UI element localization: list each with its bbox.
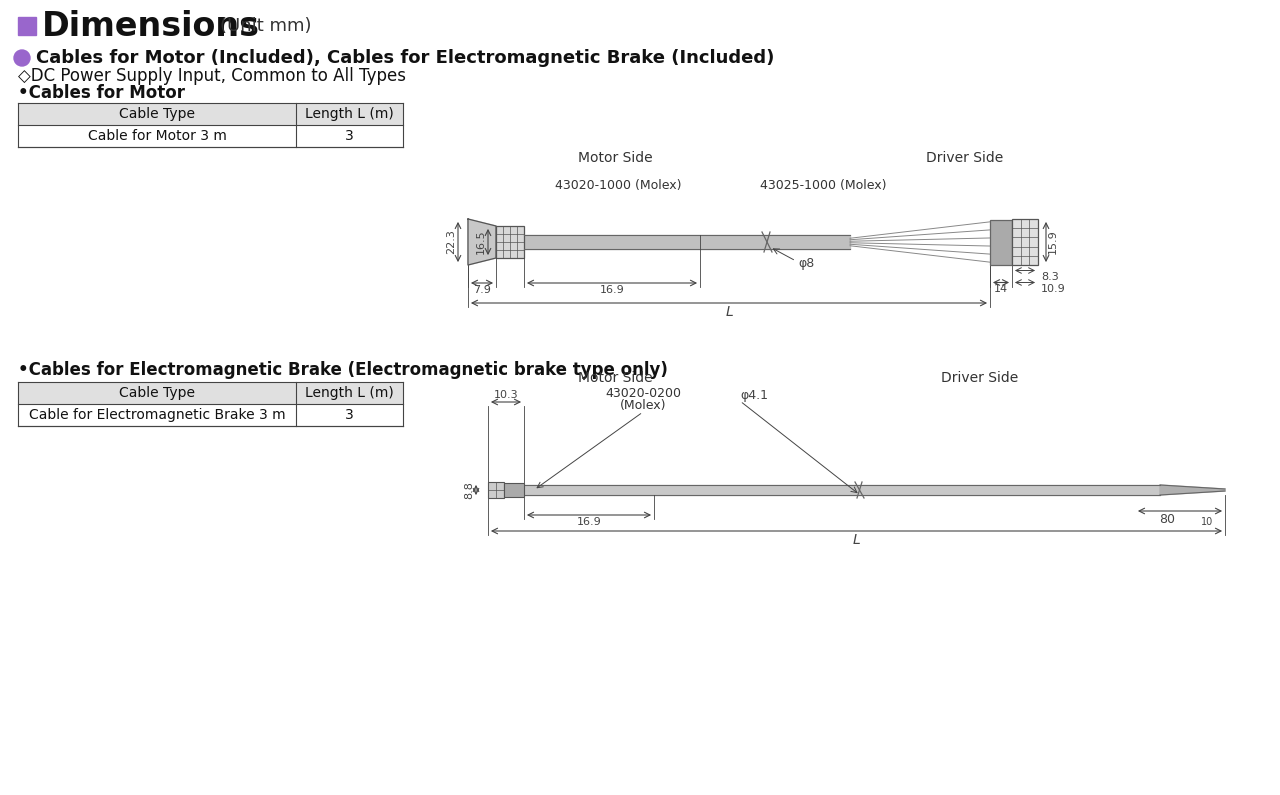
Bar bbox=[18, 103, 403, 125]
Text: 43020-1000 (Molex): 43020-1000 (Molex) bbox=[556, 179, 681, 192]
Text: Cable Type: Cable Type bbox=[119, 386, 195, 400]
Bar bbox=[1012, 219, 1038, 265]
Text: Dimensions: Dimensions bbox=[42, 10, 260, 42]
Text: 10.9: 10.9 bbox=[1041, 285, 1066, 294]
Text: Cable for Motor 3 m: Cable for Motor 3 m bbox=[87, 129, 227, 143]
Text: φ4.1: φ4.1 bbox=[740, 390, 768, 402]
Text: L: L bbox=[726, 305, 733, 319]
Text: L: L bbox=[852, 533, 860, 547]
Polygon shape bbox=[524, 235, 850, 249]
Polygon shape bbox=[524, 485, 1160, 495]
Text: Motor Side: Motor Side bbox=[577, 151, 653, 165]
Bar bbox=[989, 219, 1012, 265]
Bar bbox=[488, 482, 504, 498]
Bar bbox=[18, 17, 36, 35]
Text: Cables for Motor (Included), Cables for Electromagnetic Brake (Included): Cables for Motor (Included), Cables for … bbox=[36, 49, 774, 67]
Text: Driver Side: Driver Side bbox=[927, 151, 1004, 165]
Text: 8.8: 8.8 bbox=[465, 481, 474, 499]
Text: •Cables for Motor: •Cables for Motor bbox=[18, 84, 186, 102]
Bar bbox=[497, 226, 524, 258]
Bar bbox=[504, 483, 524, 497]
Text: 22.3: 22.3 bbox=[445, 230, 456, 254]
Text: 16.9: 16.9 bbox=[576, 517, 602, 527]
Text: (Molex): (Molex) bbox=[620, 399, 667, 412]
Text: Cable for Electromagnetic Brake 3 m: Cable for Electromagnetic Brake 3 m bbox=[28, 408, 285, 422]
Text: φ8: φ8 bbox=[797, 258, 814, 270]
Text: •Cables for Electromagnetic Brake (Electromagnetic brake type only): •Cables for Electromagnetic Brake (Elect… bbox=[18, 361, 668, 379]
Text: (Unit mm): (Unit mm) bbox=[220, 17, 311, 35]
Polygon shape bbox=[468, 219, 497, 265]
Text: 3: 3 bbox=[346, 129, 353, 143]
Circle shape bbox=[14, 50, 29, 66]
Text: Driver Side: Driver Side bbox=[941, 371, 1019, 385]
Text: Motor Side: Motor Side bbox=[577, 371, 653, 385]
Text: 43020-0200: 43020-0200 bbox=[605, 387, 681, 400]
Text: 16.5: 16.5 bbox=[476, 230, 486, 254]
Text: 43025-1000 (Molex): 43025-1000 (Molex) bbox=[760, 179, 887, 192]
Bar bbox=[18, 382, 403, 404]
Text: 10: 10 bbox=[1201, 517, 1213, 527]
Text: 8.3: 8.3 bbox=[1041, 273, 1059, 282]
Text: Cable Type: Cable Type bbox=[119, 107, 195, 121]
Text: 14: 14 bbox=[995, 285, 1009, 294]
Text: Length L (m): Length L (m) bbox=[305, 107, 394, 121]
Text: 3: 3 bbox=[346, 408, 353, 422]
Text: ◇DC Power Supply Input, Common to All Types: ◇DC Power Supply Input, Common to All Ty… bbox=[18, 67, 406, 85]
Text: 10.3: 10.3 bbox=[494, 390, 518, 400]
Text: 16.9: 16.9 bbox=[599, 285, 625, 295]
Polygon shape bbox=[1160, 485, 1225, 495]
Text: Length L (m): Length L (m) bbox=[305, 386, 394, 400]
Text: 80: 80 bbox=[1158, 513, 1175, 526]
Text: 7.9: 7.9 bbox=[474, 285, 492, 295]
Text: 15.9: 15.9 bbox=[1048, 230, 1059, 254]
